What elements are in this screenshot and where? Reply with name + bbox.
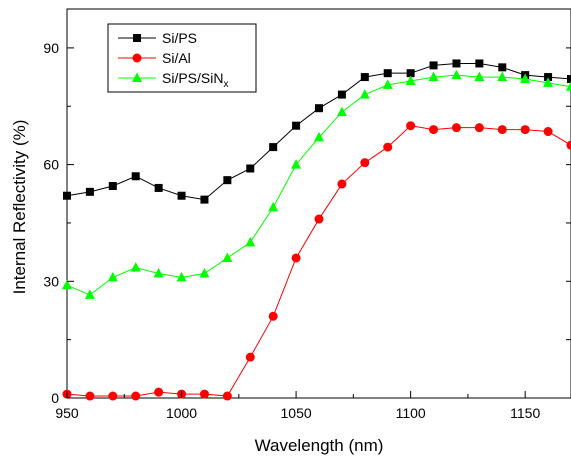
data-point (383, 69, 392, 78)
data-point (153, 268, 164, 278)
series-si-al (62, 121, 571, 401)
y-tick-label: 90 (43, 40, 59, 56)
legend-marker (133, 34, 141, 42)
data-point (154, 183, 163, 192)
data-point (360, 73, 369, 82)
data-point (131, 391, 141, 401)
x-tick-label: 1150 (510, 405, 540, 421)
data-point (360, 158, 370, 168)
data-point (177, 191, 186, 200)
data-point (406, 121, 416, 131)
x-tick-label: 1050 (281, 405, 312, 421)
data-point (245, 236, 256, 247)
data-point (337, 90, 346, 99)
data-point (85, 391, 95, 401)
data-point (382, 79, 393, 89)
plot-frame (66, 8, 571, 399)
data-point (566, 81, 571, 91)
axes-layer: 950 1000 1050 1100 1150 0 30 60 90 (43, 40, 540, 421)
data-point (497, 125, 507, 135)
data-point (176, 271, 187, 282)
data-point (245, 352, 255, 362)
x-tick-label: 950 (55, 405, 79, 421)
series-line (66, 125, 571, 397)
data-point (429, 125, 439, 135)
data-point (405, 75, 416, 85)
data-point (291, 253, 301, 263)
data-point (520, 73, 531, 84)
data-point (199, 389, 209, 399)
data-point (566, 140, 571, 150)
data-point (223, 176, 232, 185)
x-axis-title: Wavelength (nm) (255, 436, 384, 455)
y-tick-label: 60 (43, 157, 59, 173)
series-layer (62, 59, 571, 401)
data-point (314, 214, 324, 224)
data-point (62, 279, 72, 290)
data-point (337, 179, 347, 189)
right-axis-ticks (566, 47, 571, 341)
data-point (475, 59, 484, 68)
data-point (543, 77, 554, 87)
data-point (269, 143, 278, 152)
data-point (268, 311, 278, 321)
series-si-ps (63, 59, 571, 204)
data-point (315, 104, 323, 113)
legend-label-si-ps: Si/PS (162, 30, 197, 46)
series-si-ps-sinx (62, 69, 571, 299)
data-point (383, 142, 393, 152)
data-point (292, 121, 301, 130)
data-point (359, 89, 370, 99)
data-point (108, 181, 117, 190)
x-tick-label: 1000 (166, 405, 197, 421)
legend-label-si-ps-sinx-subscript: x (223, 79, 228, 90)
data-point (200, 195, 209, 204)
legend-label-si-ps-sinx-main: Si/PS/SiN (162, 70, 223, 86)
data-point (567, 75, 571, 84)
data-point (63, 191, 71, 200)
data-point (130, 262, 141, 272)
data-point (222, 391, 232, 401)
legend-marker (132, 53, 142, 63)
data-point (429, 61, 438, 70)
data-point (544, 73, 553, 82)
x-tick-label: 1100 (396, 405, 426, 421)
data-point (268, 201, 279, 212)
data-point (314, 131, 324, 142)
data-point (474, 71, 485, 82)
data-point (474, 123, 484, 133)
data-point (107, 271, 118, 282)
legend-marker (132, 72, 142, 82)
data-point (498, 63, 507, 72)
data-point (199, 268, 210, 278)
data-point (246, 164, 255, 173)
data-point (451, 123, 461, 133)
data-point (406, 69, 415, 78)
data-point (428, 71, 439, 82)
y-tick-label: 30 (43, 273, 59, 289)
legend-label-si-ps-sinx: Si/PS/SiNx (162, 70, 228, 90)
data-point (154, 387, 164, 397)
data-point (543, 127, 553, 137)
data-point (108, 391, 118, 401)
data-point (131, 172, 140, 181)
data-point (336, 106, 347, 117)
data-point (222, 252, 233, 262)
legend-items (118, 34, 156, 82)
data-point (451, 69, 462, 80)
data-point (291, 159, 302, 169)
data-point (497, 71, 508, 82)
y-axis-title: Internal Reflectivity (%) (10, 120, 29, 295)
data-point (452, 59, 461, 68)
legend: Si/PS Si/Al Si/PS/SiNx (107, 23, 257, 93)
data-point (84, 289, 95, 299)
data-point (85, 187, 94, 196)
y-tick-label: 0 (51, 390, 59, 406)
legend-label-si-al: Si/Al (162, 50, 191, 66)
data-point (520, 125, 530, 135)
